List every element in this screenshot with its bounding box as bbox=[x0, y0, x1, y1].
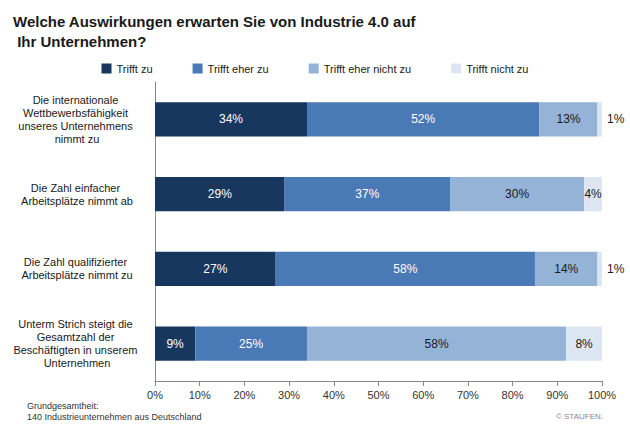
svg-text:Gesamtzahl der: Gesamtzahl der bbox=[37, 331, 118, 343]
svg-text:0%: 0% bbox=[147, 389, 163, 401]
svg-text:37%: 37% bbox=[355, 187, 379, 201]
svg-text:25%: 25% bbox=[239, 337, 263, 351]
svg-text:Trifft zu: Trifft zu bbox=[117, 63, 153, 75]
svg-text:unseres Unternehmens: unseres Unternehmens bbox=[18, 120, 135, 132]
svg-text:70%: 70% bbox=[457, 389, 479, 401]
svg-text:Beschäftigten in unserem: Beschäftigten in unserem bbox=[13, 344, 140, 356]
svg-text:30%: 30% bbox=[505, 187, 529, 201]
svg-text:1%: 1% bbox=[607, 262, 625, 276]
svg-text:Unternehmen: Unternehmen bbox=[44, 357, 111, 369]
svg-text:© STAUFEN.: © STAUFEN. bbox=[556, 412, 603, 421]
svg-text:Arbeitsplätze nimmt zu: Arbeitsplätze nimmt zu bbox=[21, 269, 132, 281]
svg-text:Ihr Unternehmen?: Ihr Unternehmen? bbox=[13, 33, 146, 50]
svg-text:Trifft nicht zu: Trifft nicht zu bbox=[466, 63, 528, 75]
svg-text:1%: 1% bbox=[607, 112, 625, 126]
svg-text:8%: 8% bbox=[575, 337, 593, 351]
svg-text:100%: 100% bbox=[588, 389, 616, 401]
svg-text:58%: 58% bbox=[425, 337, 449, 351]
svg-text:20%: 20% bbox=[233, 389, 255, 401]
svg-text:60%: 60% bbox=[412, 389, 434, 401]
svg-text:52%: 52% bbox=[411, 112, 435, 126]
svg-text:nimmt zu: nimmt zu bbox=[55, 133, 100, 145]
svg-text:Welche Auswirkungen erwarten S: Welche Auswirkungen erwarten Sie von Ind… bbox=[13, 13, 417, 30]
svg-text:Wettbewerbsfähigkeit: Wettbewerbsfähigkeit bbox=[23, 107, 131, 119]
svg-text:Die Zahl einfacher: Die Zahl einfacher bbox=[31, 182, 123, 194]
svg-text:140 Industrieunternehmen aus D: 140 Industrieunternehmen aus Deutschland bbox=[27, 412, 202, 422]
svg-text:Die internationale: Die internationale bbox=[33, 94, 122, 106]
svg-text:4%: 4% bbox=[584, 187, 602, 201]
svg-text:58%: 58% bbox=[393, 262, 417, 276]
svg-text:Grundgesamtheit:: Grundgesamtheit: bbox=[27, 401, 99, 411]
svg-text:34%: 34% bbox=[219, 112, 243, 126]
svg-text:40%: 40% bbox=[323, 389, 345, 401]
svg-text:90%: 90% bbox=[546, 389, 568, 401]
svg-text:Arbeitsplätze nimmt ab: Arbeitsplätze nimmt ab bbox=[21, 195, 133, 207]
svg-text:29%: 29% bbox=[208, 187, 232, 201]
svg-text:30%: 30% bbox=[278, 389, 300, 401]
svg-text:9%: 9% bbox=[166, 337, 184, 351]
svg-text:Unterm Strich steigt die: Unterm Strich steigt die bbox=[18, 318, 135, 330]
svg-text:Trifft eher nicht zu: Trifft eher nicht zu bbox=[324, 63, 411, 75]
svg-text:27%: 27% bbox=[203, 262, 227, 276]
svg-text:10%: 10% bbox=[189, 389, 211, 401]
svg-text:Trifft eher zu: Trifft eher zu bbox=[208, 63, 269, 75]
svg-text:80%: 80% bbox=[502, 389, 524, 401]
svg-text:14%: 14% bbox=[554, 262, 578, 276]
svg-text:50%: 50% bbox=[367, 389, 389, 401]
svg-text:Die Zahl qualifizierter: Die Zahl qualifizierter bbox=[24, 256, 130, 268]
svg-text:13%: 13% bbox=[556, 112, 580, 126]
